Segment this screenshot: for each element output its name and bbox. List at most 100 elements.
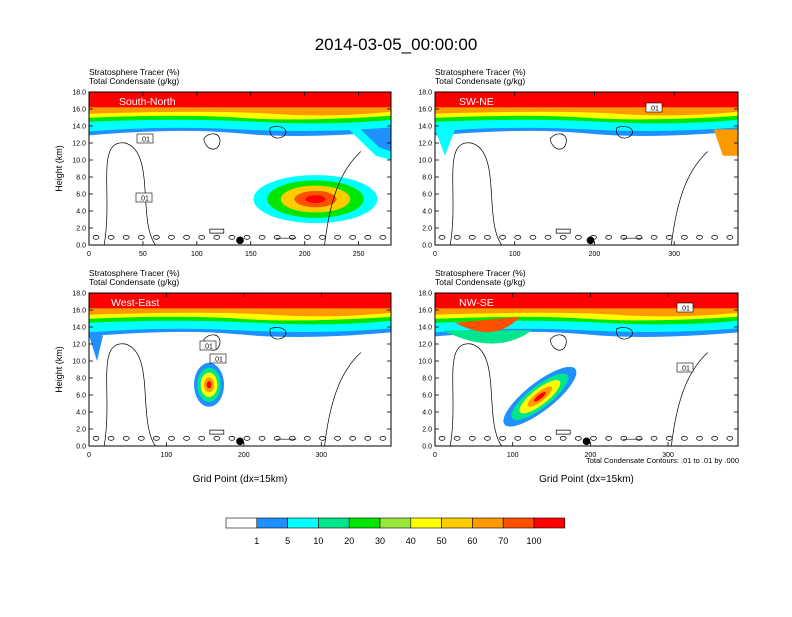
header-tracer-label: Stratosphere Tracer (%): [89, 268, 180, 278]
location-marker: [582, 437, 591, 446]
x-tick-label: 200: [299, 251, 311, 258]
contour-label: .01: [680, 366, 690, 373]
surface-contour: [334, 235, 341, 240]
surface-contour: [107, 436, 115, 441]
surface-contour: [228, 235, 236, 240]
x-tick-label: 300: [668, 251, 680, 258]
condensate-contour-d: [209, 429, 297, 440]
y-tick-label: 14.0: [418, 124, 432, 131]
surface-contour: [438, 436, 446, 441]
surface-contour: [198, 436, 206, 441]
surface-contour: [484, 436, 491, 441]
header-condensate-label: Total Condensate (g/kg): [89, 277, 179, 287]
surface-contour: [168, 436, 175, 441]
contour-label: .01: [140, 137, 150, 144]
condensate-contour-d: [555, 228, 643, 239]
contour-note: Total Condensate Contours: .01 to .01 by…: [586, 456, 739, 465]
contour-label: .01: [203, 344, 213, 351]
surface-contour: [198, 235, 206, 240]
x-tick-label: 0: [87, 251, 91, 258]
surface-contour: [349, 235, 357, 240]
surface-contour: [153, 436, 160, 441]
y-tick-label: 8.0: [422, 175, 432, 182]
surface-contour: [665, 235, 673, 240]
condensate-contour-c: [269, 126, 287, 139]
surface-contour: [575, 235, 582, 240]
y-tick-label: 2.0: [422, 427, 432, 434]
x-axis-label: Grid Point (dx=15km): [193, 474, 288, 485]
tracer-dip-inner: [455, 316, 520, 333]
surface-contour: [92, 235, 100, 240]
surface-contour: [620, 235, 628, 240]
colorbar: 1 5 10 20 30 40 50 60 70 100: [225, 517, 566, 546]
colorbar-swatch: [225, 517, 258, 529]
x-tick-label: 50: [139, 251, 147, 258]
contour-label: .01: [139, 196, 149, 203]
surface-contour: [349, 436, 357, 441]
surface-contour: [379, 235, 387, 240]
x-tick-label: 100: [509, 251, 521, 258]
panel-3: Stratosphere Tracer (%)Total Condensate …: [54, 268, 392, 485]
colorbar-swatch: [256, 517, 288, 529]
y-tick-label: 12.0: [72, 342, 86, 349]
header-condensate-label: Total Condensate (g/kg): [435, 277, 525, 287]
condensate-contour-d: [209, 228, 297, 239]
surface-contour: [288, 436, 296, 441]
x-tick-label: 100: [161, 452, 173, 459]
contour-label-box: [676, 302, 694, 313]
y-tick-label: 4.0: [76, 410, 86, 417]
surface-contour: [726, 436, 734, 441]
y-tick-label: 10.0: [418, 359, 432, 366]
contour-label: .01: [649, 106, 659, 113]
surface-contour: [319, 436, 326, 441]
condensate-contour-e: [324, 352, 362, 446]
colorbar-level-label: 1: [254, 536, 259, 546]
y-tick-label: 2.0: [422, 226, 432, 233]
y-tick-label: 4.0: [422, 410, 432, 417]
condensate-contour-a: [103, 142, 156, 245]
y-tick-label: 18.0: [72, 90, 86, 97]
surface-contour: [575, 436, 582, 441]
condensate-contour-e: [324, 151, 362, 245]
y-axis-label: Height (km): [54, 145, 64, 192]
figure-title: 2014-03-05_00:00:00: [315, 35, 478, 54]
x-tick-label: 0: [433, 452, 437, 459]
tracer-blob-4: [534, 391, 546, 402]
tracer-dip: [443, 330, 532, 344]
y-tick-label: 12.0: [418, 141, 432, 148]
y-tick-label: 10.0: [72, 359, 86, 366]
condensate-contour-c: [616, 126, 633, 139]
colorbar-level-label: 30: [375, 536, 385, 546]
panel-4: Stratosphere Tracer (%)Total Condensate …: [418, 268, 739, 485]
surface-contour: [258, 436, 266, 441]
contour-label: .01: [213, 357, 223, 364]
tracer-intrusion-left: [435, 129, 455, 156]
location-marker: [236, 437, 244, 446]
plot-frame: [88, 91, 392, 246]
y-tick-label: 18.0: [72, 291, 86, 298]
surface-contour: [605, 436, 613, 441]
surface-contour: [304, 436, 311, 441]
surface-contour: [514, 436, 522, 441]
surface-contour: [107, 235, 115, 240]
y-tick-label: 6.0: [76, 393, 86, 400]
contour-label-box: [199, 340, 217, 351]
surface-contour: [681, 436, 688, 441]
plot-frame: [88, 292, 392, 447]
tracer-band-100: [435, 293, 738, 309]
y-tick-label: 8.0: [76, 175, 86, 182]
y-tick-label: 18.0: [418, 90, 432, 97]
condensate-contour-a: [449, 142, 502, 245]
contour-label-box: [135, 192, 153, 203]
surface-contour: [605, 235, 613, 240]
x-tick-label: 200: [589, 251, 601, 258]
condensate-contour-b: [203, 133, 221, 150]
colorbar-level-label: 70: [498, 536, 508, 546]
y-tick-label: 18.0: [418, 291, 432, 298]
colorbar-level-label: 40: [406, 536, 416, 546]
y-tick-label: 16.0: [418, 308, 432, 315]
surface-contour: [635, 436, 643, 441]
y-tick-label: 10.0: [72, 158, 86, 165]
surface-contour: [468, 436, 476, 441]
condensate-contour-b: [549, 133, 567, 150]
